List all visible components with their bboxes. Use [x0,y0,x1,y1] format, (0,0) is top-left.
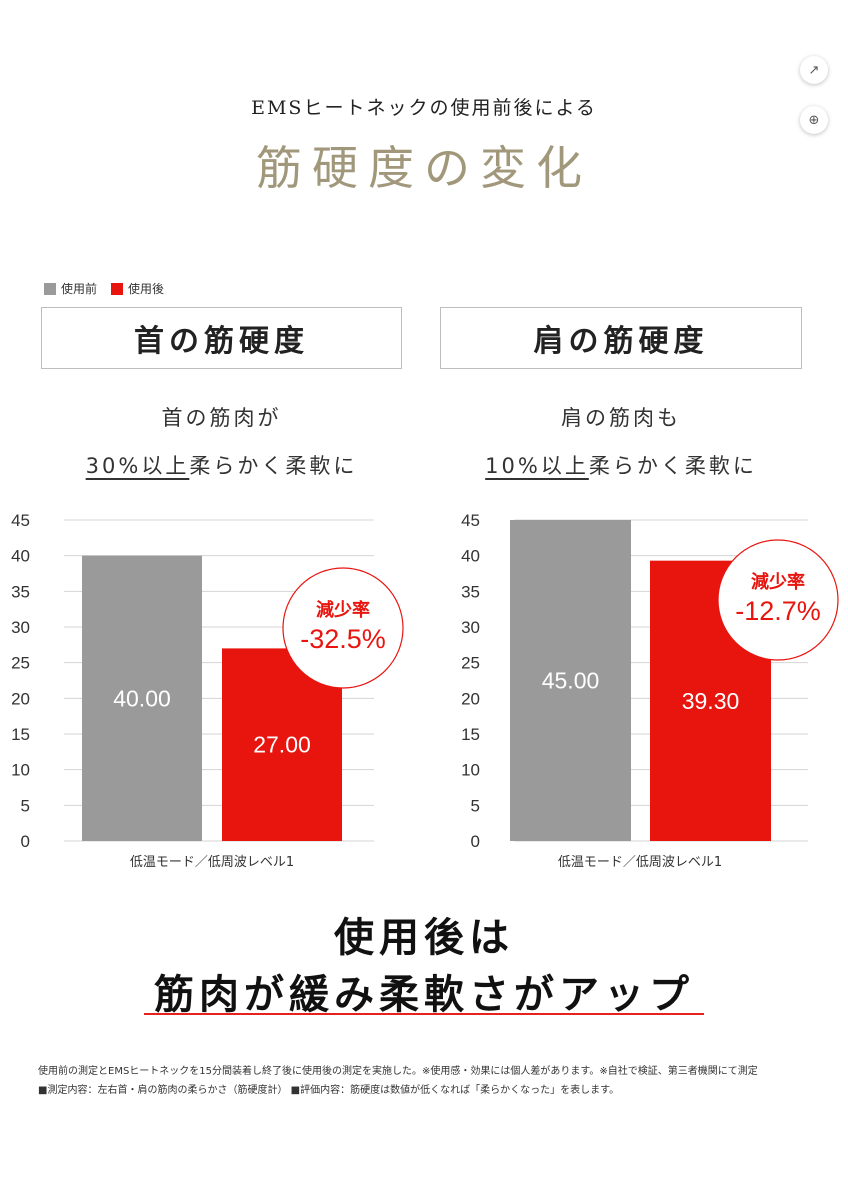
legend-item-after: 使用後 [111,280,164,297]
bar-before [510,520,631,841]
page-subtitle: EMSヒートネックの使用前後による [251,97,597,119]
neck-chart-caption: 低温モード／低周波レベル1 [129,855,295,870]
y-tick-label: 25 [11,654,30,673]
y-tick-label: 30 [11,618,30,637]
bar-value-label: 27.00 [253,732,311,758]
y-tick-label: 25 [461,654,480,673]
legend: 使用前 使用後 [44,280,178,297]
shoulder-line1: 肩の筋肉も [561,406,681,430]
neck-line1: 首の筋肉が [161,406,282,430]
y-tick-label: 10 [461,761,480,780]
conclusion-underline [144,1013,704,1015]
reduction-badge-label: 減少率 [751,571,805,592]
zoom-icon[interactable]: ⊕ [800,106,828,134]
y-tick-label: 20 [461,689,480,708]
bar-value-label: 45.00 [542,668,600,694]
neck-line2: 30%以上柔らかく柔軟に [20,450,423,480]
neck-heading: 首の筋硬度 [134,324,309,359]
shoulder-chart-caption: 低温モード／低周波レベル1 [557,855,723,870]
y-tick-label: 10 [11,761,30,780]
bar-value-label: 39.30 [682,688,740,714]
y-tick-label: 40 [11,547,30,566]
neck-heading-box: 首の筋硬度 [41,307,402,369]
reduction-badge-label: 減少率 [316,599,370,620]
reduction-badge-value: -32.5% [300,624,386,654]
footnote-2: ■測定内容：左右首・肩の筋肉の柔らかさ（筋硬度計） ■評価内容：筋硬度は数値が低… [38,1085,620,1096]
legend-swatch-after [111,282,124,295]
y-tick-label: 5 [471,796,480,815]
footnote-1: 使用前の測定とEMSヒートネックを15分間装着し終了後に使用後の測定を実施した。… [38,1066,758,1077]
y-tick-label: 30 [461,618,480,637]
reduction-badge-value: -12.7% [735,596,821,626]
bar-before [82,555,202,841]
reduction-badge [717,539,839,661]
shoulder-line2-rest: 柔らかく柔軟に [588,454,757,478]
share-icon[interactable]: ↗ [800,56,828,84]
y-tick-label: 35 [461,582,480,601]
y-tick-label: 45 [461,511,480,530]
y-tick-label: 0 [471,832,480,851]
legend-swatch-before [44,282,56,295]
y-tick-label: 15 [11,725,30,744]
neck-line2-rest: 柔らかく柔軟に [189,454,358,478]
y-tick-label: 35 [11,582,30,601]
legend-item-before: 使用前 [44,280,97,297]
shoulder-line2-highlight: 10%以上 [485,454,589,478]
y-tick-label: 45 [11,511,30,530]
conclusion-line2: 筋肉が緩み柔軟さがアップ [154,972,694,1018]
conclusion-line1: 使用後は [334,915,514,961]
shoulder-heading-box: 肩の筋硬度 [440,307,802,369]
neck-line2-highlight: 30%以上 [85,454,190,478]
reduction-badge [282,567,404,689]
legend-label-after: 使用後 [128,282,165,296]
y-tick-label: 5 [21,796,30,815]
shoulder-chart: 0 5 10 15 20 25 30 35 40 45 45.00 39.30 減少率 -12.7% [461,511,839,851]
page-title: 筋硬度の変化 [256,141,592,195]
shoulder-heading: 肩の筋硬度 [533,324,709,359]
y-tick-label: 40 [461,547,480,566]
legend-label-before: 使用前 [61,282,98,296]
shoulder-line2: 10%以上柔らかく柔軟に [420,450,822,480]
neck-chart: 0 5 10 15 20 25 30 35 40 45 40.00 27.00 減少率 -32.5% [11,511,404,851]
y-tick-label: 0 [21,832,30,851]
bar-value-label: 40.00 [113,685,171,711]
y-tick-label: 20 [11,689,30,708]
y-tick-label: 15 [461,725,480,744]
